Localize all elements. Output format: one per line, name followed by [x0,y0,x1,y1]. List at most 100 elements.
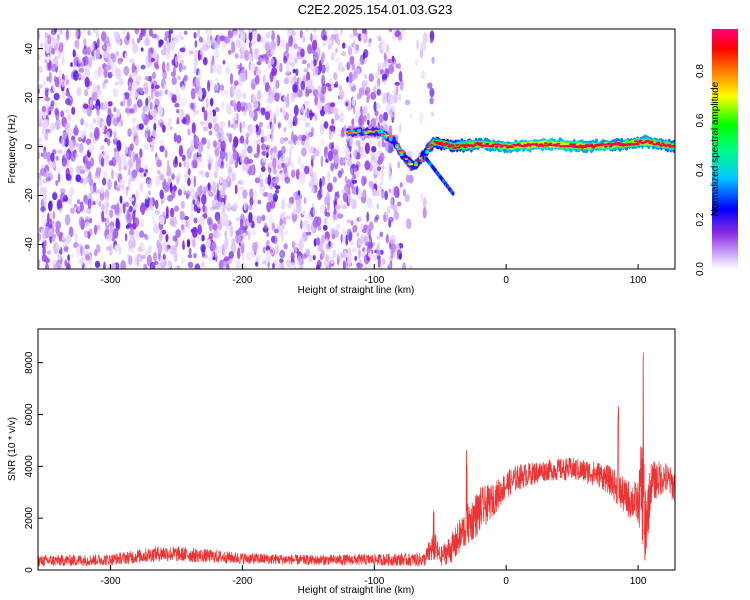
spectrogram-noise-mark [65,29,69,41]
spectrogram-noise-mark [242,221,246,228]
spectrogram-noise-mark [94,248,98,257]
spectrogram-noise-mark [111,67,115,77]
spectrogram-noise-mark [308,89,313,94]
spectrogram-noise-mark [386,205,391,214]
spectrogram-noise-mark [111,169,114,180]
spectrogram-noise-mark [84,89,89,97]
spectrogram-signal-mark [667,143,672,146]
spectrogram-noise-mark [65,78,70,86]
spectrogram-noise-mark [193,135,200,148]
spectrogram-noise-mark [207,109,214,120]
spectrogram-noise-mark [222,60,226,65]
spectrogram-noise-mark [368,73,374,82]
spectrogram-noise-mark [234,53,239,59]
spectrogram-noise-mark [232,98,236,106]
spectrogram-noise-mark [241,73,247,83]
spectrogram-noise-mark [131,124,136,135]
spectrogram-noise-mark [344,175,348,184]
spectrogram-noise-mark [389,113,393,119]
spectrogram-signal-mark [608,145,613,148]
spectrogram-noise-mark [59,29,63,35]
spectrogram-noise-mark [141,255,146,259]
spectrogram-noise-mark [329,256,335,264]
spectrogram-noise-mark [215,232,222,239]
spectrogram-noise-mark [298,134,303,141]
spectrogram-noise-mark [131,169,138,178]
spectrogram-noise-mark [45,177,51,182]
spectrogram-noise-mark [297,46,302,51]
spectrogram-noise-mark [200,243,206,253]
spectrogram-noise-mark [207,80,211,92]
spectrogram-noise-mark [229,73,234,85]
spectrogram-noise-mark [66,87,70,94]
colorbar-tick-label: 0.4 [695,163,706,177]
spectrogram-noise-mark [139,230,145,238]
spectrogram-noise-mark [82,209,88,214]
spectrogram-noise-mark [331,118,335,125]
spectrogram-noise-mark [307,223,311,232]
spectrogram-noise-mark [93,224,98,235]
spectrogram-noise-mark [134,68,140,81]
spectrogram-noise-mark [193,32,197,39]
spectrogram-noise-mark [360,33,366,41]
spectrogram-noise-mark [208,122,213,130]
spectrogram-noise-mark [322,42,326,47]
spectrogram-noise-mark [340,233,343,243]
spectrogram-noise-mark [263,74,266,85]
spectrogram-noise-mark [315,237,321,246]
spectrogram-noise-mark [340,199,343,207]
spectrogram-noise-mark [256,33,261,42]
spectrogram-noise-mark [251,241,258,252]
spectrogram-noise-mark [349,137,355,147]
spectrogram-noise-mark [199,121,206,126]
spectrogram-noise-mark [89,123,94,130]
spectrogram-noise-mark [82,129,87,136]
spectrogram-noise-mark [237,64,241,70]
spectrogram-noise-mark [309,146,315,154]
spectrogram-noise-mark [227,174,231,182]
spectrogram-signal-mark [577,145,581,149]
spectrogram-noise-mark [199,88,203,100]
y-tick-label: -20 [24,188,35,203]
spectrogram-noise-mark [256,143,260,155]
spectrogram-noise-mark [61,157,68,167]
spectrogram-noise-mark [260,143,266,151]
spectrogram-noise-mark [409,265,413,269]
spectrogram-noise-mark [346,219,351,224]
spectrogram-noise-mark [348,71,353,84]
spectrogram-noise-mark [66,135,69,146]
spectrogram-noise-mark [281,154,286,163]
spectrogram-noise-mark [183,160,187,168]
spectrogram-noise-mark [383,111,388,122]
spectrogram-noise-mark [179,35,184,41]
spectrogram-noise-mark [55,180,59,186]
spectrogram-noise-mark [337,170,342,179]
spectrogram-noise-mark [351,179,358,184]
spectrogram-noise-mark [128,205,133,213]
spectrogram-noise-mark [260,129,265,139]
spectrogram-noise-mark [128,177,132,187]
spectrogram-signal-mark [607,142,612,145]
spectrogram-noise-mark [285,42,290,52]
spectrogram-noise-mark [216,246,223,254]
spectrogram-noise-mark [240,242,245,254]
spectrogram-noise-mark [281,145,286,155]
spectrogram-noise-mark [312,255,316,261]
spectrogram-noise-mark [149,47,155,54]
spectrogram-noise-mark [380,39,386,51]
spectrogram-noise-mark [113,147,118,153]
spectrogram-noise-mark [277,122,281,129]
spectrogram-noise-mark [187,168,191,176]
spectrogram-noise-mark [144,193,149,200]
spectrogram-noise-mark [293,206,296,218]
spectrogram-signal-mark [583,145,588,149]
spectrogram-noise-mark [388,64,394,74]
spectrogram-noise-mark [327,182,333,193]
spectrogram-noise-mark [259,178,264,188]
spectrogram-noise-mark [106,114,112,127]
spectrogram-noise-mark [85,254,90,261]
spectrogram-noise-mark [251,30,258,43]
spectrogram-noise-mark [231,84,237,96]
spectrogram-noise-mark [270,123,275,133]
spectrogram-noise-mark [301,253,307,260]
